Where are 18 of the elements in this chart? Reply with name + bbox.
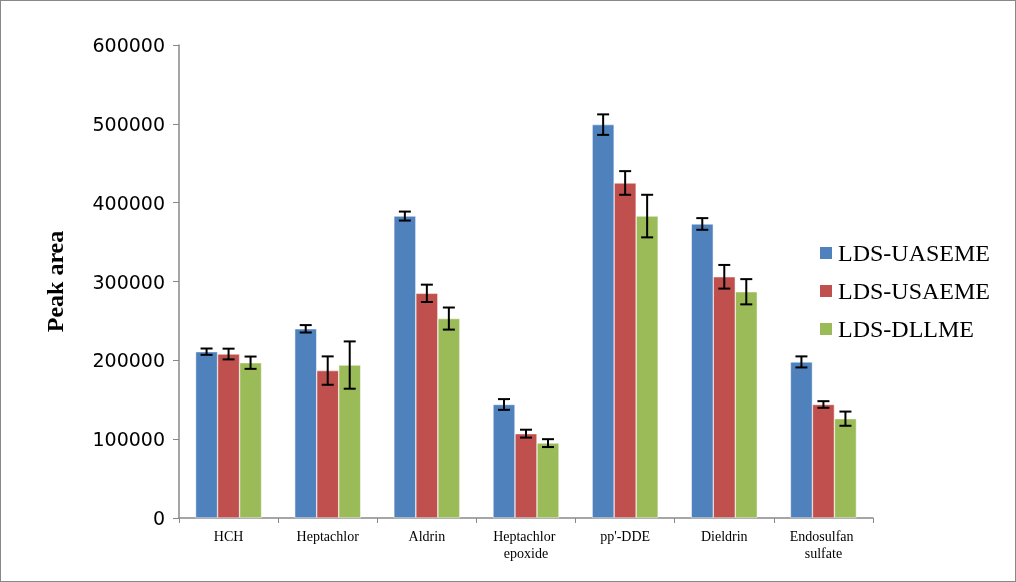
y-axis-title: Peak area xyxy=(42,230,68,333)
x-tick-label: HCH xyxy=(213,529,244,544)
x-tick-label: Dieldrin xyxy=(700,529,748,544)
x-tick-label: Aldrin xyxy=(408,529,446,544)
legend-label: LDS-DLLME xyxy=(838,316,974,342)
y-tick-label: 200000 xyxy=(92,349,165,372)
x-tick-label: Heptachlor xyxy=(296,529,360,544)
y-tick-label: 500000 xyxy=(92,112,165,135)
x-tick-label: Endosulfan sulfate xyxy=(789,529,858,561)
y-tick-label: 600000 xyxy=(92,34,165,56)
x-tick-label: pp'-DDE xyxy=(600,529,651,544)
x-tick-label: Heptachlor epoxide xyxy=(493,529,559,561)
y-tick-label: 100000 xyxy=(92,428,165,451)
y-tick-label: 300000 xyxy=(92,270,165,293)
y-tick-label: 400000 xyxy=(92,191,165,214)
legend-label: LDS-USAEME xyxy=(838,278,991,304)
y-tick-label: 0 xyxy=(152,507,165,529)
legend-label: LDS-UASEME xyxy=(838,240,991,266)
